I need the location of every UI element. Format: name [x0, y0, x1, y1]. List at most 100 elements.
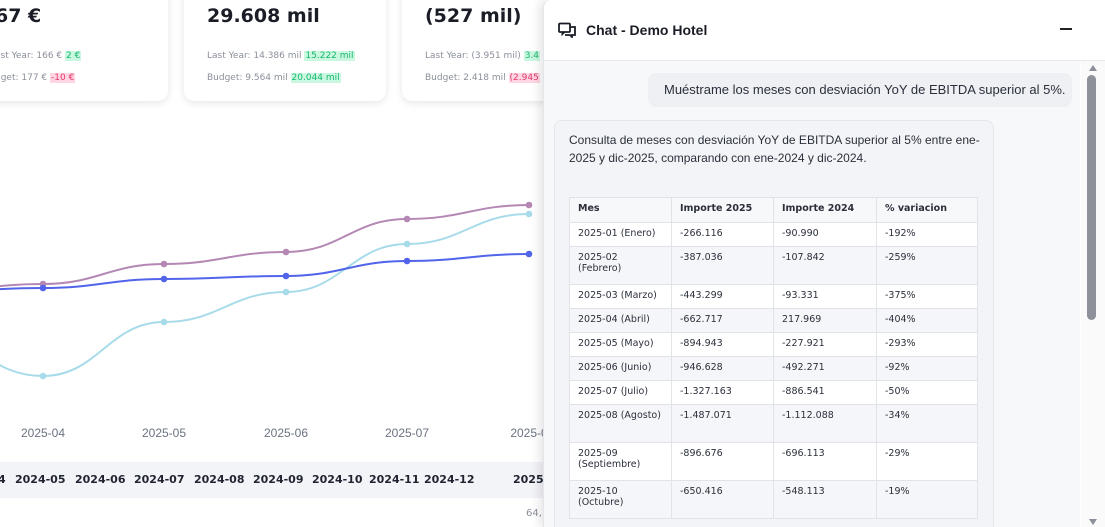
data-point[interactable]	[39, 372, 47, 380]
period-label[interactable]: 2024-12	[424, 473, 475, 486]
scroll-down-icon[interactable]	[1089, 519, 1097, 525]
kpi-budget: dget: 177 € -10 €	[0, 73, 76, 83]
data-point[interactable]	[403, 240, 411, 248]
table-cell: -548.113	[773, 480, 877, 519]
table-cell: 2025-07 (Julio)	[569, 380, 672, 405]
kpi-budget-delta: 20.044 mil	[290, 73, 341, 83]
table-row: 2025-01 (Enero) -266.116 -90.990 -192%	[569, 222, 978, 247]
user-message: Muéstrame los meses con desviación YoY d…	[648, 73, 1072, 107]
kpi-budget-delta: -10 €	[50, 73, 76, 83]
period-label[interactable]: 2024-08	[194, 473, 245, 486]
x-tick-label: 2025-05	[142, 426, 186, 440]
column-header: % variacion	[876, 197, 978, 223]
minimize-button[interactable]	[1054, 14, 1084, 44]
chat-panel: Chat - Demo Hotel Muéstrame los meses co…	[543, 0, 1105, 527]
table-cell: -1.112.088	[773, 404, 877, 443]
kpi-last-year: Last Year: 14.386 mil 15.222 mil	[207, 51, 355, 61]
column-header: Importe 2024	[773, 197, 877, 223]
data-point[interactable]	[525, 210, 533, 218]
table-cell: -896.676	[671, 442, 774, 481]
data-point[interactable]	[39, 284, 47, 292]
chat-messages: Muéstrame los meses con desviación YoY d…	[544, 61, 1080, 527]
data-point[interactable]	[525, 201, 533, 209]
table-cell: -894.943	[671, 332, 774, 357]
table-cell: -443.299	[671, 284, 774, 309]
table-cell: 2025-05 (Mayo)	[569, 332, 672, 357]
table-cell: 217.969	[773, 308, 877, 333]
table-row: 2025-04 (Abril) -662.717 217.969 -404%	[569, 308, 978, 333]
table-row: 2025-06 (Junio) -946.628 -492.271 -92%	[569, 356, 978, 381]
table-cell: -227.921	[773, 332, 877, 357]
period-label[interactable]: 2024-06	[75, 473, 126, 486]
period-label[interactable]: 2025-	[513, 473, 549, 486]
period-label[interactable]: 2024-05	[15, 473, 66, 486]
data-point[interactable]	[525, 250, 533, 258]
table-cell: -90.990	[773, 222, 877, 247]
table-row: 2025-03 (Marzo) -443.299 -93.331 -375%	[569, 284, 978, 309]
table-cell: 2025-10 (Octubre)	[569, 480, 672, 519]
data-point[interactable]	[282, 248, 290, 256]
kpi-last-year-label: Last Year: (3.951 mil)	[425, 51, 521, 61]
table-cell: -93.331	[773, 284, 877, 309]
x-tick-label: 2025-04	[21, 426, 65, 440]
kpi-value: 29.608 mil	[207, 5, 320, 27]
kpi-card-3: (527 mil) Last Year: (3.951 mil) 3.4 Bud…	[402, 0, 562, 101]
kpi-budget: Budget: 9.564 mil 20.044 mil	[207, 73, 341, 83]
kpi-last-year-delta: 2 €	[65, 51, 82, 61]
table-row: 2025-02 (Febrero) -387.036 -107.842 -259%	[569, 246, 978, 285]
kpi-last-year-label: Last Year: 14.386 mil	[207, 51, 302, 61]
x-tick-label: 2025-0	[510, 426, 548, 440]
table-cell: 2025-08 (Agosto)	[569, 404, 672, 443]
data-point[interactable]	[160, 318, 168, 326]
table-cell: 2025-09 (Septiembre)	[569, 442, 672, 481]
table-cell: -404%	[876, 308, 978, 333]
data-point[interactable]	[403, 257, 411, 265]
kpi-budget-delta: (2.945	[508, 73, 540, 83]
kpi-last-year: Last Year: (3.951 mil) 3.4	[425, 51, 541, 61]
scroll-up-icon[interactable]	[1089, 65, 1097, 71]
table-cell: -107.842	[773, 246, 877, 285]
kpi-last-year-label: ast Year: 166 €	[0, 51, 63, 61]
data-point[interactable]	[403, 215, 411, 223]
data-point[interactable]	[282, 288, 290, 296]
table-cell: -662.717	[671, 308, 774, 333]
table-cell: -1.327.163	[671, 380, 774, 405]
chat-header: Chat - Demo Hotel	[544, 0, 1105, 61]
kpi-value: 67 €	[0, 5, 42, 27]
kpi-last-year: ast Year: 166 € 2 €	[0, 51, 82, 61]
kpi-last-year-delta: 15.222 mil	[304, 51, 355, 61]
table-cell: -1.487.071	[671, 404, 774, 443]
table-cell: -92%	[876, 356, 978, 381]
data-point[interactable]	[160, 275, 168, 283]
kpi-card-2: 29.608 mil Last Year: 14.386 mil 15.222 …	[184, 0, 386, 101]
table-cell: -946.628	[671, 356, 774, 381]
kpi-last-year-delta: 3.4	[523, 51, 541, 61]
column-header: Mes	[569, 197, 672, 223]
period-label[interactable]: 2024-07	[134, 473, 185, 486]
chat-scrollbar[interactable]	[1081, 61, 1105, 527]
period-label[interactable]: 2024-09	[253, 473, 304, 486]
scroll-thumb[interactable]	[1087, 75, 1096, 320]
kpi-budget-label: Budget: 2.418 mil	[425, 73, 506, 83]
column-header: Importe 2025	[671, 197, 774, 223]
period-strip: 4 2024-05 2024-06 2024-07 2024-08 2024-0…	[0, 462, 560, 498]
period-label[interactable]: 2024-11	[369, 473, 420, 486]
table-row: 2025-05 (Mayo) -894.943 -227.921 -293%	[569, 332, 978, 357]
table-cell: 2025-03 (Marzo)	[569, 284, 672, 309]
table-row: 2025-07 (Julio) -1.327.163 -886.541 -50%	[569, 380, 978, 405]
data-point[interactable]	[160, 260, 168, 268]
period-label-partial[interactable]: 4	[0, 473, 6, 486]
table-cell: 2025-01 (Enero)	[569, 222, 672, 247]
kpi-card-1: 67 € ast Year: 166 € 2 € dget: 177 € -10…	[0, 0, 168, 101]
data-point[interactable]	[282, 272, 290, 280]
period-label[interactable]: 2024-10	[312, 473, 363, 486]
table-cell: -375%	[876, 284, 978, 309]
series-line-1	[0, 204, 530, 288]
table-cell: 2025-04 (Abril)	[569, 308, 672, 333]
kpi-budget-label: Budget: 9.564 mil	[207, 73, 288, 83]
table-cell: -19%	[876, 480, 978, 519]
table-cell: -50%	[876, 380, 978, 405]
table-cell: -492.271	[773, 356, 877, 381]
table-row: 2025-09 (Septiembre) -896.676 -696.113 -29%	[569, 442, 978, 481]
assistant-message: Consulta de meses con desviación YoY de …	[554, 120, 994, 527]
